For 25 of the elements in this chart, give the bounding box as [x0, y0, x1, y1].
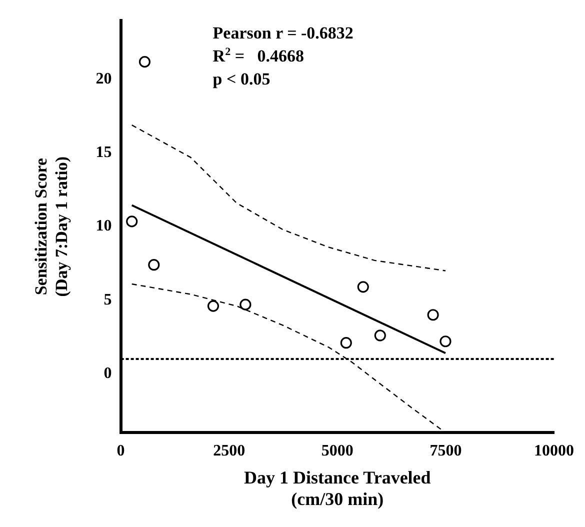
- point: [374, 330, 386, 342]
- y-tick-label: 0: [104, 364, 112, 382]
- y-tick-label: 20: [96, 70, 112, 88]
- point: [357, 281, 369, 293]
- annotation: Pearson r = -0.6832: [212, 24, 354, 43]
- y-tick-label: 15: [96, 144, 112, 162]
- line-series: [131, 124, 446, 272]
- point: [440, 336, 452, 348]
- x-tick-label: 2500: [213, 442, 246, 460]
- point: [126, 216, 138, 228]
- point: [427, 309, 439, 321]
- y-axis-title: Sensitization Score (Day 7:Day 1 ratio): [32, 156, 71, 297]
- point: [240, 298, 252, 310]
- x-tick-label: 5000: [321, 442, 354, 460]
- point: [148, 259, 160, 271]
- point: [340, 337, 352, 349]
- point: [138, 56, 151, 68]
- point: [207, 300, 220, 312]
- y-tick-label: 5: [104, 291, 112, 308]
- x-tick-label: 7500: [430, 442, 462, 460]
- x-axis-title: Day 1 Distance Traveled (cm/30 min): [244, 467, 431, 509]
- x-tick-label: 0: [116, 442, 125, 460]
- annotation: p < 0.05: [212, 70, 270, 89]
- x-tick-label: 10000: [534, 442, 574, 460]
- y-tick-label: 10: [96, 218, 112, 235]
